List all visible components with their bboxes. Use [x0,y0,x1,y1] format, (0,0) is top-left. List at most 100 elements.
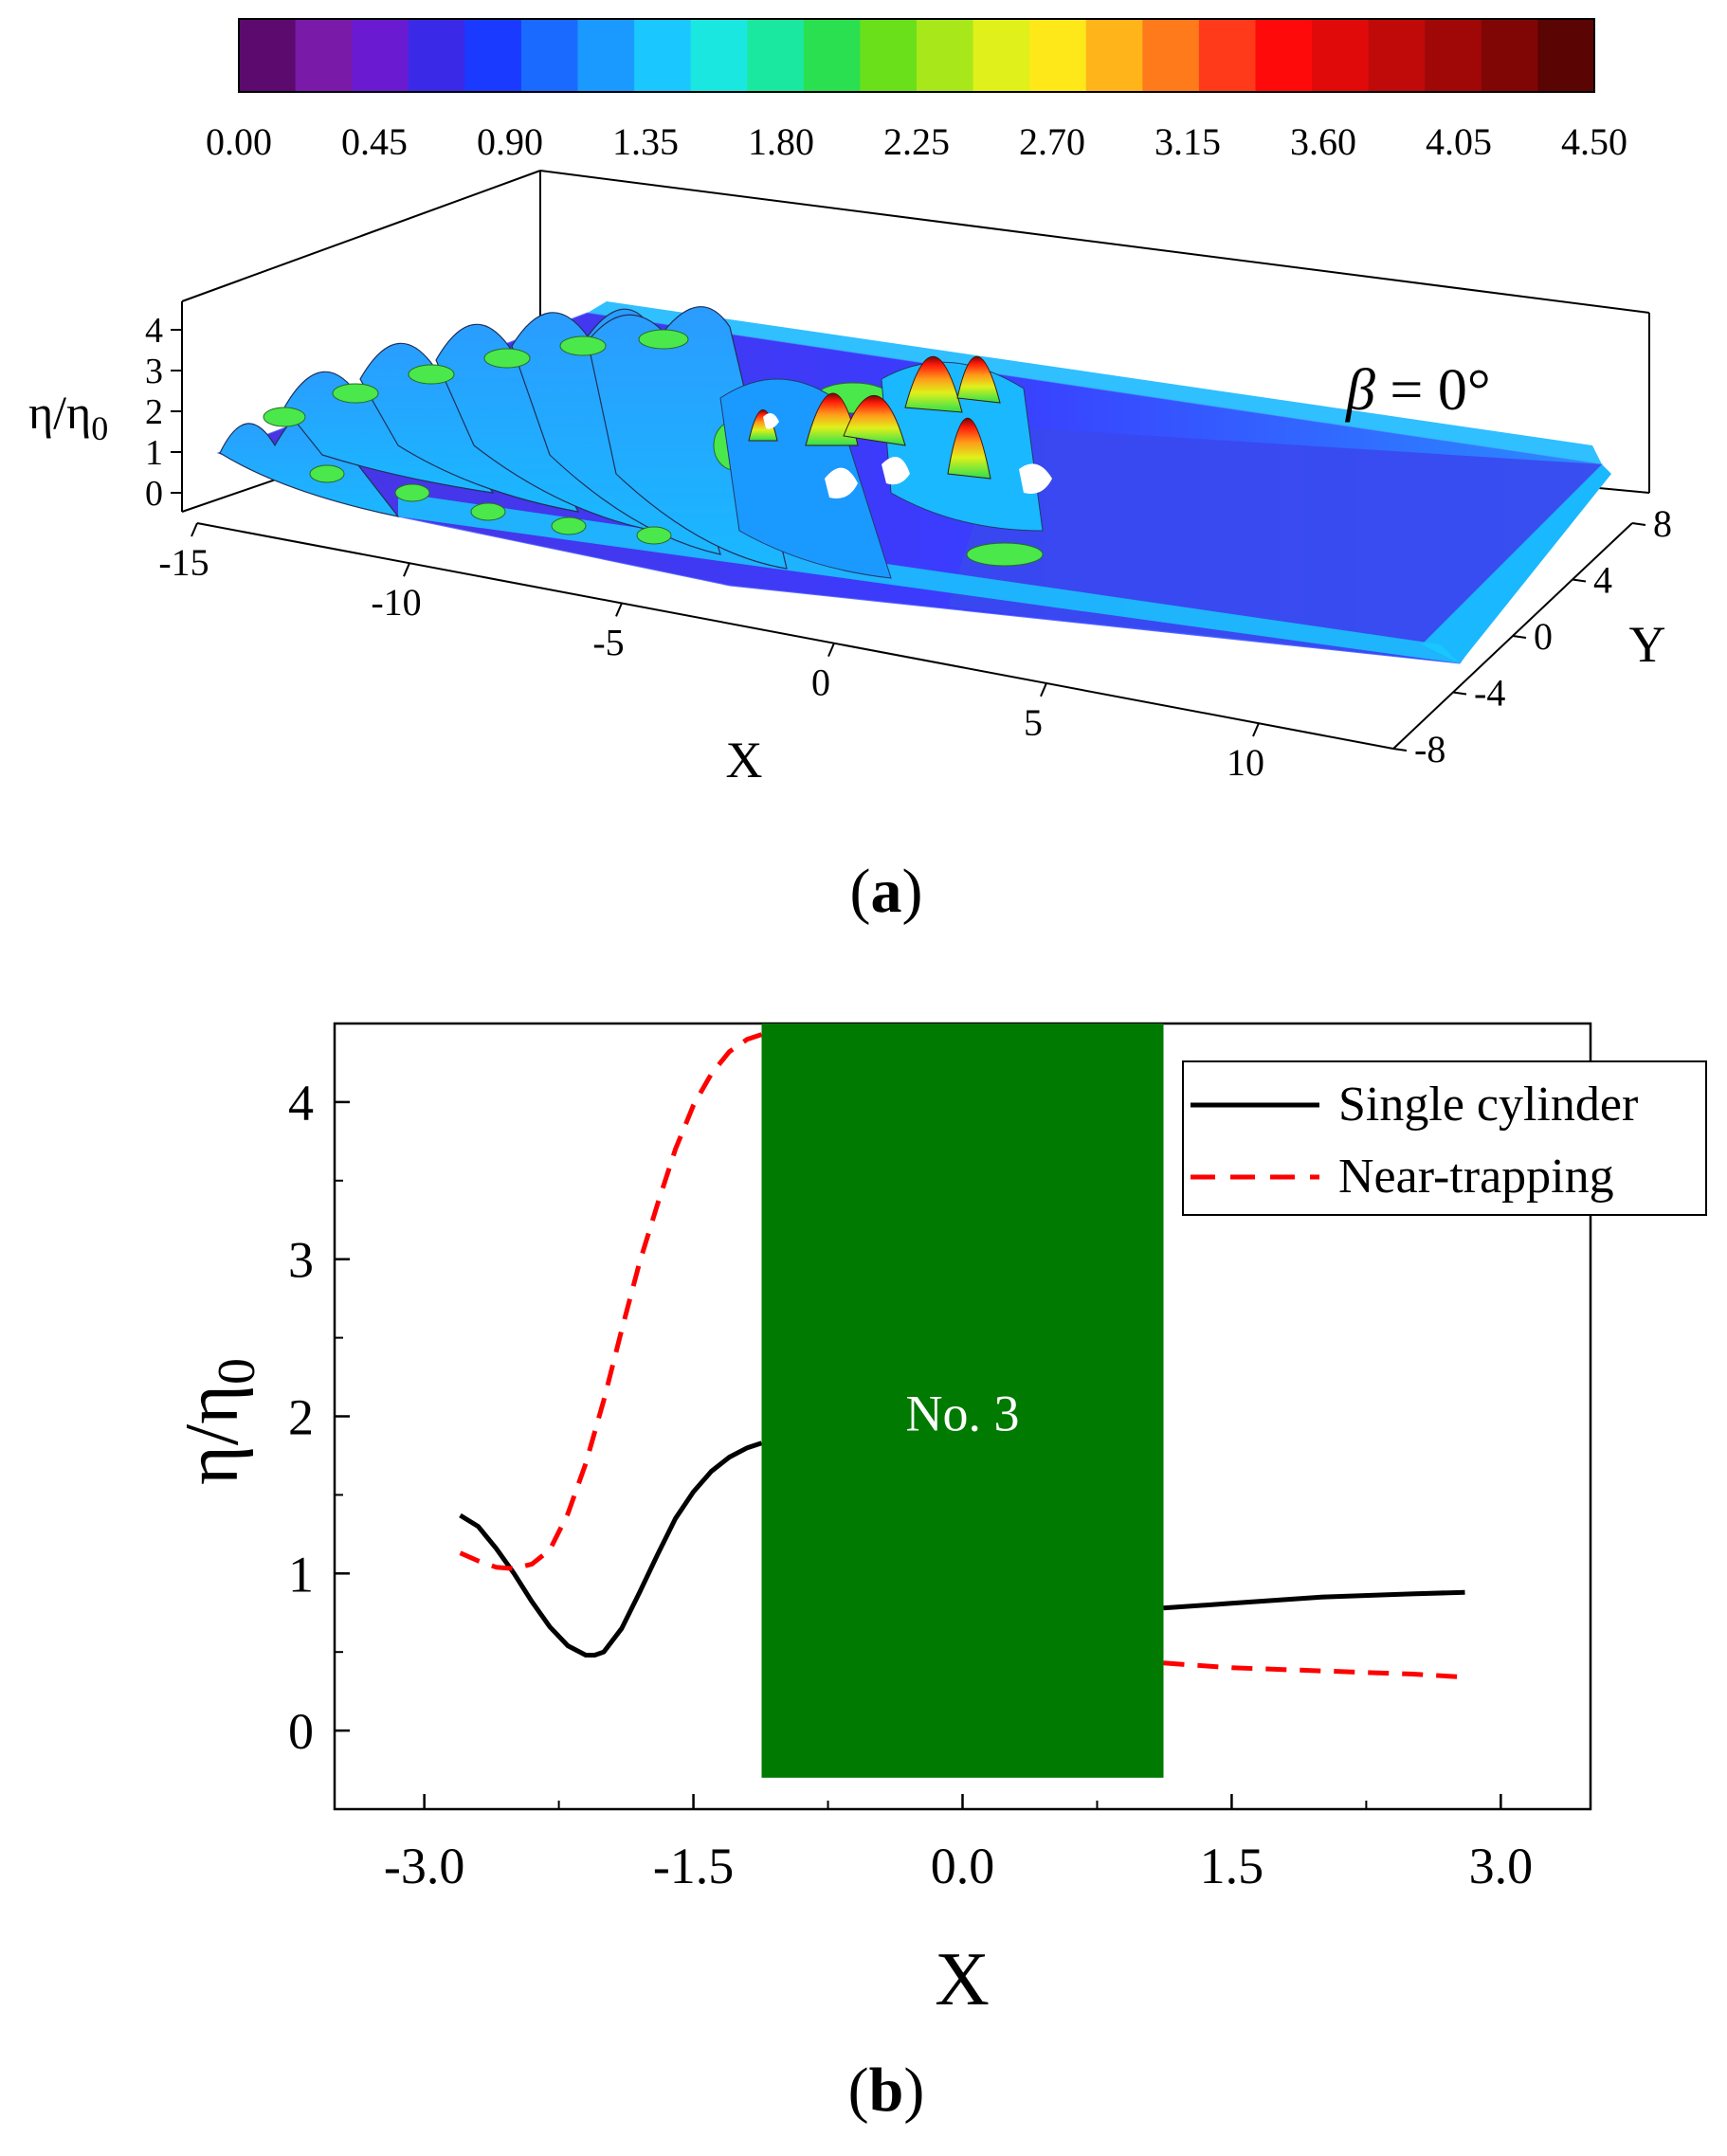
colorbar-tick-label: 0.90 [477,120,543,163]
cylinder-hole [763,413,779,429]
colorbar-cell [1481,19,1539,92]
colorbar-ticks: 0.00 0.45 0.90 1.35 1.80 2.25 2.70 3.15 3.60 4.05… [206,120,1627,163]
legend-box [1182,1060,1707,1216]
x-tick-mark [1252,722,1260,737]
cylinder-block: No. 3 [761,1024,1164,1778]
x-axis-3d-label: X [726,732,763,788]
y-tick-label: 1 [288,1546,314,1603]
colorbar-cell [1537,19,1595,92]
y-axis-label: η/η0 [171,1358,266,1485]
colorbar-cell [577,19,635,92]
wave-surface [216,301,1611,664]
cylinder-hole [882,457,910,485]
cylinder-rect [761,1024,1164,1778]
colorbar-tick-label: 2.70 [1019,120,1085,163]
colorbar-cell [1142,19,1200,92]
x-axis-3d-ticks: -15 -10 -5 0 5 10 [158,522,1264,784]
series-line-near-trapping [1163,1660,1465,1680]
colorbar-cell [973,19,1030,92]
colorbar-cell [1255,19,1313,92]
x-tick-label: 10 [1227,741,1264,784]
x-axis-ticks: -3.0 -1.5 0.0 1.5 3.0 [384,1794,1533,1894]
y-axis-3d: 840 -4 -8 Y [1392,502,1672,770]
chart-series [459,1032,1465,1680]
x-tick-mark [1040,682,1047,698]
beta-value: = 0° [1375,358,1491,423]
y-tick-label: -8 [1414,728,1445,770]
y-tick-label: 0 [1534,615,1553,658]
y-axis-3d-label: Y [1629,616,1666,673]
x-tick-label: -15 [158,541,209,584]
x-tick-label: -1.5 [653,1838,734,1894]
colorbar-cell [1368,19,1426,92]
colorbar-cell [1425,19,1482,92]
z-tick-label: 3 [145,352,163,391]
colorbar-cell [352,19,409,92]
z-axis-label-subscript: 0 [91,409,108,447]
surface-right-edge [1422,464,1611,663]
colorbar-cell [860,19,918,92]
x-tick-label: 5 [1024,701,1043,744]
y-tick-mark [1392,748,1408,752]
colorbar-cell [1029,19,1087,92]
colorbar-frame [238,18,1595,93]
colorbar-tick-label: 0.45 [341,120,408,163]
x-tick-mark [191,522,198,537]
z-tick-label: 1 [145,433,163,473]
colorbar-cell [917,19,974,92]
colorbar-cell [1312,19,1370,92]
z-tick-label: 0 [145,474,163,514]
panel-b-line-chart: No. 3 -3.0 -1.5 0.0 1.5 3.0 0 1 2 3 4 X η/η0 Sin… [171,1022,1707,2125]
colorbar-tick-label: 4.05 [1426,120,1492,163]
colorbar-tick-label: 1.35 [612,120,679,163]
y-tick-label: -4 [1474,672,1505,715]
colorbar-cell [408,19,465,92]
colorbar-cell [803,19,862,92]
z-axis-label: η/η0 [28,386,108,447]
x-axis-3d: -15 -10 -5 0 5 10 X [158,522,1264,788]
colorbar-cell [1085,19,1143,92]
x-axis-label: X [935,1938,990,2021]
x-tick-label: -3.0 [384,1838,464,1894]
colorbar-cells [239,19,1595,92]
panel-b-caption: (b) [848,2056,925,2125]
colorbar-cell [747,19,805,92]
z-tick-label: 4 [145,311,163,351]
colorbar-tick-label: 2.25 [883,120,950,163]
cylinder-hole [1019,463,1052,494]
legend: Single cylinder Near-trapping [1182,1060,1707,1216]
y-tick-label: 2 [288,1389,314,1446]
interaction-region [719,355,1052,579]
y-tick-label: 4 [288,1075,314,1132]
colorbar-tick-label: 3.15 [1154,120,1221,163]
x-tick-label: -5 [592,621,624,663]
y-tick-label: 0 [288,1703,314,1760]
z-tick-label: 2 [145,392,163,432]
colorbar-cell [520,19,579,92]
series-line-near-trapping [459,1032,763,1571]
amplitude-peak [843,394,906,446]
colorbar-tick-label: 1.80 [748,120,814,163]
series-line-single-cylinder [459,1440,763,1658]
colorbar-cell [634,19,692,92]
colorbar-tick-label: 4.50 [1561,120,1627,163]
colorbar: 0.00 0.45 0.90 1.35 1.80 2.25 2.70 3.15 3.60 4.05… [206,18,1627,163]
y-axis-label-subscript: 0 [208,1358,266,1385]
y-tick-label: 4 [1593,559,1612,602]
y-tick-mark [1631,522,1646,526]
y-axis-3d-ticks: 840 -4 -8 [1392,502,1672,770]
colorbar-cell [690,19,748,92]
colorbar-cell [239,19,297,92]
x-tick-label: 3.0 [1469,1838,1534,1894]
surface-far-strip [588,301,1602,464]
x-tick-mark [403,562,410,577]
colorbar-cell [1198,19,1257,92]
beta-annotation: β = 0° [1345,358,1491,423]
colorbar-tick-label: 0.00 [206,120,272,163]
cylinder-hole [825,467,858,498]
x-tick-label: 0 [811,661,830,704]
x-tick-label: 1.5 [1200,1838,1264,1894]
x-tick-label: -10 [371,581,421,624]
